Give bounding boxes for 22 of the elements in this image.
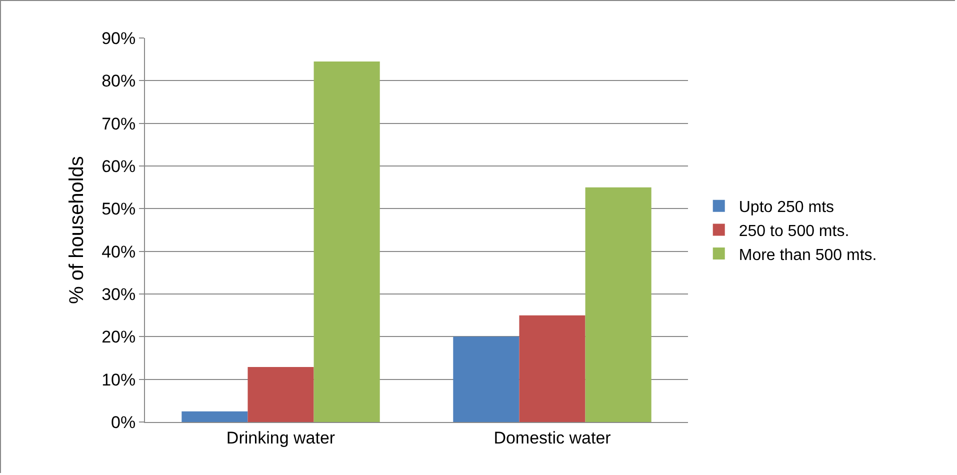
y-tick-label: 10%: [102, 370, 136, 390]
y-tick-label: 70%: [102, 114, 136, 134]
bar: [585, 187, 652, 422]
y-tick-label: 80%: [102, 72, 136, 91]
bar: [519, 315, 586, 422]
legend-label: Upto 250 mts: [738, 199, 834, 216]
y-tick-label: 0%: [111, 412, 136, 432]
x-tick-label: Domestic water: [494, 428, 612, 448]
y-tick-label: 30%: [102, 284, 136, 304]
y-axis-title: % of households: [66, 156, 88, 304]
y-tick-label: 60%: [102, 156, 136, 176]
y-tick-label: 40%: [102, 242, 136, 262]
bar: [182, 411, 248, 422]
y-tick-label: 20%: [102, 328, 136, 347]
bar: [248, 366, 314, 422]
legend-label: More than 500 mts.: [738, 246, 877, 264]
y-tick-label: 90%: [102, 28, 136, 48]
y-tick-label: 50%: [102, 200, 136, 219]
legend-label: 250 to 500 mts.: [738, 222, 850, 240]
bar: [453, 336, 520, 422]
x-tick-label: Drinking water: [226, 428, 336, 448]
bar: [314, 61, 380, 422]
